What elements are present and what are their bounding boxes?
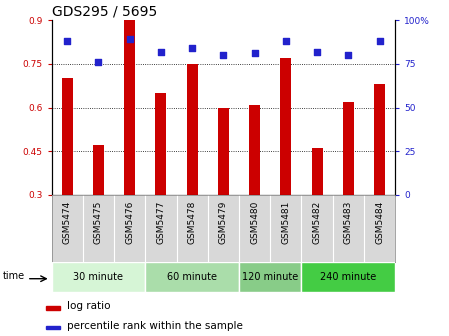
Point [376,38,383,44]
Bar [155,93,167,195]
Bar [249,104,260,195]
Text: GSM5479: GSM5479 [219,200,228,244]
Text: percentile rank within the sample: percentile rank within the sample [67,321,243,331]
Text: GSM5478: GSM5478 [188,200,197,244]
Point [95,59,102,65]
Bar [374,84,385,195]
Bar [62,78,73,195]
Text: GSM5475: GSM5475 [94,200,103,244]
Text: GSM5482: GSM5482 [313,200,321,244]
Point [282,38,290,44]
Point [126,37,133,42]
Text: log ratio: log ratio [67,301,111,311]
Text: GSM5477: GSM5477 [156,200,165,244]
Text: GSM5476: GSM5476 [125,200,134,244]
Bar [312,148,322,195]
Point [251,51,258,56]
Point [157,49,164,54]
Text: GSM5480: GSM5480 [250,200,259,244]
Point [313,49,321,54]
Bar [52,262,145,292]
Point [64,38,71,44]
Text: 120 minute: 120 minute [242,272,298,282]
Text: 240 minute: 240 minute [320,272,376,282]
Point [345,52,352,58]
Bar [46,326,60,329]
Bar [46,306,60,310]
Text: GSM5481: GSM5481 [282,200,291,244]
Text: 30 minute: 30 minute [74,272,123,282]
Bar [218,108,229,195]
Point [220,52,227,58]
Point [189,45,196,51]
Bar [239,262,301,292]
Bar [343,102,354,195]
Bar [280,58,291,195]
Text: time: time [3,271,25,281]
Text: GDS295 / 5695: GDS295 / 5695 [52,5,157,19]
Bar [301,262,395,292]
Text: GSM5484: GSM5484 [375,200,384,244]
Bar [145,262,239,292]
Bar [124,20,135,195]
Bar [187,64,198,195]
Text: 60 minute: 60 minute [167,272,217,282]
Text: GSM5483: GSM5483 [344,200,353,244]
Text: GSM5474: GSM5474 [63,200,72,244]
Bar [93,145,104,195]
